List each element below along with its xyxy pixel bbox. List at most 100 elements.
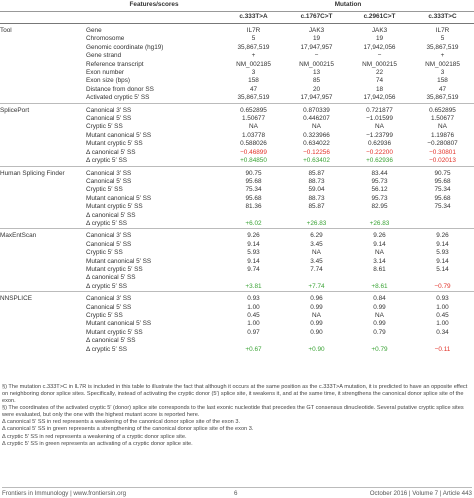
tool-name xyxy=(0,304,86,312)
row: Chromosome 5 19 19 5 xyxy=(0,35,474,43)
feature-label: Chromosome xyxy=(86,35,125,43)
feature-label: Mutant cryptic 5′ SS xyxy=(86,203,143,211)
feature-label: Canonical 5′ SS xyxy=(86,115,132,123)
value-cell: 0.97 xyxy=(247,328,260,336)
table-body: Tool Gene IL7R JAK3 JAK3 IL7R Chromosome 5 19 19 5… xyxy=(0,23,474,355)
value-cell: 9.14 xyxy=(436,240,449,248)
score-cell: +0.90 xyxy=(308,345,325,353)
score-cell: −0.22200 xyxy=(366,148,393,156)
score-cell: +8.61 xyxy=(371,282,388,290)
value-cell: 19 xyxy=(312,35,321,43)
feature-label: Activated cryptic 5′ SS xyxy=(86,94,150,102)
score-cell: −0.30801 xyxy=(429,148,456,156)
row: Cryptic 5′ SS 75.34 59.04 56.12 75.34 xyxy=(0,186,474,194)
tool-name xyxy=(0,61,86,69)
row: Genomic coordinate (hg19) 35,867,519 17,94… xyxy=(0,44,474,52)
empty-cell xyxy=(285,337,348,345)
feature-label: Cryptic 5′ SS xyxy=(86,312,123,319)
value-cell: 1.00 xyxy=(247,303,260,311)
value-cell: 9.26 xyxy=(411,228,474,241)
value-cell: 1.50677 xyxy=(430,115,455,123)
value-cell: 95.68 xyxy=(434,194,451,202)
value-cell: 158 xyxy=(248,77,259,85)
value-cell: 20 xyxy=(312,85,321,93)
value-cell: 0.96 xyxy=(285,291,348,304)
value-cell: 5 xyxy=(251,35,256,43)
column-header-row: c.333T>A c.1767C>T c.2961C>T c.333T>C xyxy=(0,11,474,24)
value-cell: 95.68 xyxy=(245,194,262,202)
tool-name: Tool xyxy=(0,23,86,36)
row: Mutant canonical 5′ SS 1.00 0.99 0.99 1.00 xyxy=(0,320,474,328)
tool-name xyxy=(0,274,86,282)
value-cell: 0.93 xyxy=(411,291,474,304)
feature-label: Canonical 3′ SS xyxy=(86,228,222,241)
value-cell: 0.84 xyxy=(348,291,411,304)
value-cell: − xyxy=(377,52,382,60)
tool-name: Human Splicing Finder xyxy=(0,165,86,178)
value-cell: −0.280807 xyxy=(427,140,458,148)
tool-name: SplicePort xyxy=(0,102,86,116)
feature-label: Canonical 3′ SS xyxy=(86,165,222,178)
footnote: Δ canonical 5′ SS in green represents a … xyxy=(2,426,254,433)
value-cell: 85 xyxy=(312,77,321,85)
value-cell: 95.73 xyxy=(371,177,388,185)
page-number: 6 xyxy=(234,490,238,497)
tool-name xyxy=(0,195,86,203)
value-cell: NA xyxy=(312,249,321,257)
empty-cell xyxy=(222,212,285,220)
value-cell: 0.323966 xyxy=(303,131,330,139)
tool-name xyxy=(0,69,86,77)
row: Cryptic 5′ SS 5.93 NA NA 5.93 xyxy=(0,249,474,257)
value-cell: 35,867,519 xyxy=(426,43,459,51)
score-cell: +0.63402 xyxy=(303,157,330,165)
value-cell: 3.45 xyxy=(310,257,323,265)
value-cell: NA xyxy=(312,123,321,131)
row: Mutant canonical 5′ SS 1.03778 0.323966 −1.… xyxy=(0,132,474,140)
value-cell: NM_002185 xyxy=(236,60,271,68)
feature-label: Mutant cryptic 5′ SS xyxy=(86,265,143,273)
tool-name xyxy=(0,312,86,320)
row: Canonical 5′ SS 1.50677 0.446207 −1.01599 1.… xyxy=(0,115,474,123)
tool-name xyxy=(0,94,86,103)
row: Reference transcript NM_002185 NM_000215 NM… xyxy=(0,61,474,69)
value-cell: 0.45 xyxy=(247,312,260,319)
value-cell: 0.34 xyxy=(436,328,449,336)
tool-name xyxy=(0,178,86,186)
tool-name xyxy=(0,157,86,166)
feature-label: Δ canonical 5′ SS xyxy=(86,211,136,219)
footnotes: §) The mutation c.333T>C in IL7R is incl… xyxy=(2,384,472,448)
empty-cell xyxy=(285,212,348,220)
value-cell: 0.446207 xyxy=(303,115,330,123)
value-cell: 1.00 xyxy=(436,303,449,311)
row: Canonical 5′ SS 95.68 88.73 95.73 95.68 xyxy=(0,178,474,186)
feature-label: Δ cryptic 5′ SS xyxy=(86,345,127,353)
value-cell: − xyxy=(314,52,319,60)
tool-name xyxy=(0,220,86,229)
empty-cell xyxy=(348,337,411,345)
empty-cell xyxy=(411,220,474,229)
tool-name xyxy=(0,258,86,266)
score-cell: +0.79 xyxy=(371,345,388,353)
score-cell: −0.11 xyxy=(434,345,451,353)
value-cell: 1.00 xyxy=(247,320,260,328)
row: Mutant cryptic 5′ SS 0.588026 0.634022 0.62… xyxy=(0,140,474,148)
tool-name xyxy=(0,123,86,131)
footnote: Δ cryptic 5′ SS in red represents a weak… xyxy=(2,433,187,440)
row: Gene strand + − − + xyxy=(0,52,474,60)
score-cell: +0.67 xyxy=(245,345,262,353)
value-cell: 3.45 xyxy=(310,240,323,248)
tool-name xyxy=(0,203,86,211)
value-cell: 18 xyxy=(375,85,384,93)
tool-name xyxy=(0,44,86,52)
value-cell: IL7R xyxy=(411,23,474,36)
feature-label: Mutant cryptic 5′ SS xyxy=(86,140,143,148)
value-cell: 75.34 xyxy=(434,203,451,211)
value-cell: NA xyxy=(375,249,384,257)
score-cell: +0.62936 xyxy=(366,157,393,165)
journal: Frontiers in Immunology | www.frontiersi… xyxy=(2,490,127,497)
empty-cell xyxy=(411,212,474,220)
tool-name xyxy=(0,35,86,43)
value-cell: 0.652895 xyxy=(411,102,474,116)
value-cell: 9.14 xyxy=(247,240,260,248)
row: Mutant cryptic 5′ SS 0.97 0.90 0.79 0.34 xyxy=(0,329,474,337)
